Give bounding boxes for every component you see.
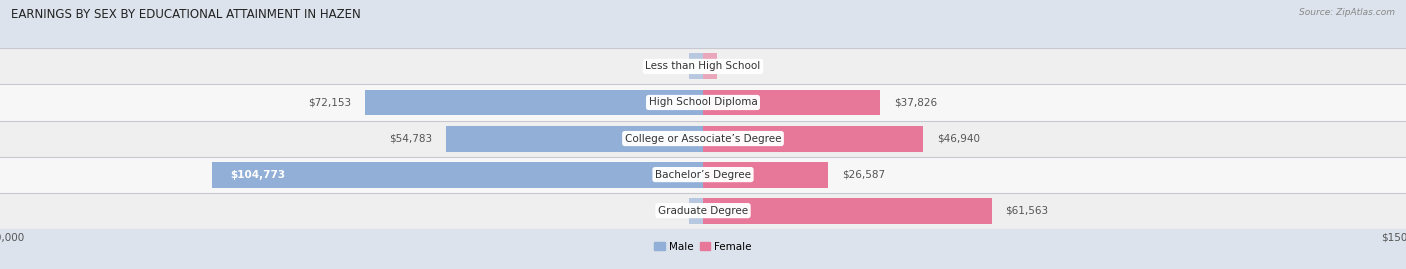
Text: $0: $0 [671,61,685,72]
Text: High School Diploma: High School Diploma [648,97,758,108]
Text: $104,773: $104,773 [231,169,285,180]
Bar [703,54,717,79]
Text: $54,783: $54,783 [389,133,432,144]
Text: $26,587: $26,587 [842,169,884,180]
Bar [0,121,1406,157]
Bar [212,162,703,187]
Text: Graduate Degree: Graduate Degree [658,206,748,216]
Legend: Male, Female: Male, Female [650,238,756,256]
Bar [689,54,703,79]
Text: EARNINGS BY SEX BY EDUCATIONAL ATTAINMENT IN HAZEN: EARNINGS BY SEX BY EDUCATIONAL ATTAINMEN… [11,8,361,21]
Bar [446,126,703,151]
Text: $46,940: $46,940 [936,133,980,144]
Text: $72,153: $72,153 [308,97,350,108]
Text: Source: ZipAtlas.com: Source: ZipAtlas.com [1299,8,1395,17]
Bar [703,126,922,151]
Bar [364,90,703,115]
Bar [0,84,1406,121]
Text: $0: $0 [671,206,685,216]
Text: $0: $0 [721,61,735,72]
Bar [0,157,1406,193]
Text: $61,563: $61,563 [1005,206,1049,216]
Bar [703,198,991,224]
Text: College or Associate’s Degree: College or Associate’s Degree [624,133,782,144]
Bar [703,162,828,187]
Text: Bachelor’s Degree: Bachelor’s Degree [655,169,751,180]
Bar [703,90,880,115]
Bar [0,48,1406,84]
Text: $37,826: $37,826 [894,97,938,108]
Text: Less than High School: Less than High School [645,61,761,72]
Bar [0,193,1406,229]
Bar [689,198,703,224]
